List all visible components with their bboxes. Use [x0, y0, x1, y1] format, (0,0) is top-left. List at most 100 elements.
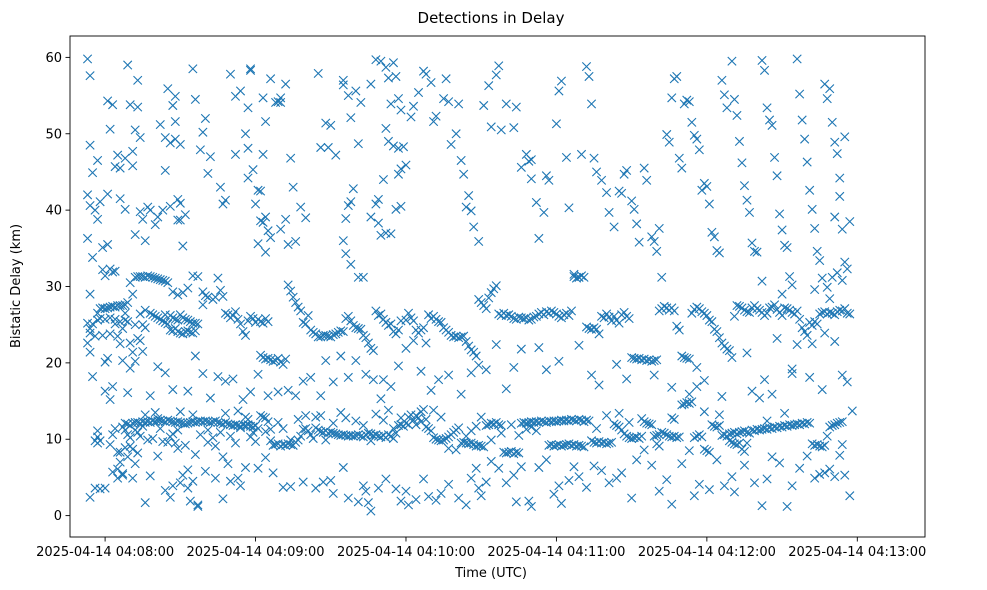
data-point	[521, 424, 531, 434]
data-point	[454, 423, 464, 433]
data-point	[805, 372, 815, 382]
data-point	[190, 326, 200, 336]
data-point	[396, 420, 406, 430]
data-point	[163, 319, 173, 329]
data-point	[286, 435, 296, 445]
data-point	[218, 494, 228, 504]
data-point	[373, 218, 383, 228]
data-point	[175, 139, 185, 150]
data-point	[155, 275, 165, 285]
data-point	[734, 438, 745, 448]
data-point	[759, 375, 770, 385]
data-point	[433, 317, 444, 327]
data-point	[484, 293, 494, 303]
data-point	[298, 376, 308, 386]
data-point	[291, 236, 301, 247]
data-point	[406, 112, 416, 122]
data-point	[133, 448, 143, 458]
data-point	[255, 216, 266, 226]
data-point	[160, 165, 170, 175]
data-point	[413, 87, 424, 98]
data-point	[373, 483, 383, 493]
data-point	[747, 386, 757, 396]
data-point	[288, 292, 298, 302]
data-point	[491, 281, 501, 291]
data-point	[110, 266, 120, 276]
data-point	[168, 313, 178, 323]
data-point	[98, 265, 108, 275]
data-point	[318, 477, 328, 487]
data-point	[343, 493, 353, 503]
data-point	[361, 486, 371, 496]
data-point	[476, 491, 486, 501]
data-point	[388, 433, 399, 444]
y-tick-label: 30	[45, 280, 62, 295]
data-point	[411, 494, 421, 505]
data-point	[699, 444, 709, 454]
data-point	[606, 437, 617, 447]
data-point	[654, 441, 664, 451]
data-point	[637, 414, 647, 424]
data-point	[351, 323, 361, 333]
data-point	[160, 310, 170, 320]
data-point	[306, 372, 316, 382]
data-point	[461, 431, 471, 441]
data-point	[145, 471, 155, 481]
data-point	[383, 405, 394, 415]
data-point	[356, 431, 366, 441]
data-point	[526, 174, 536, 184]
data-point	[609, 222, 619, 232]
data-point	[822, 431, 832, 441]
data-point	[198, 127, 208, 137]
data-point	[348, 431, 358, 441]
data-point	[454, 333, 464, 343]
data-point	[263, 417, 273, 427]
data-point	[692, 362, 702, 373]
data-point	[258, 217, 268, 227]
data-point	[421, 414, 431, 424]
data-point	[827, 117, 837, 127]
data-point	[835, 305, 845, 315]
data-point	[441, 433, 451, 444]
data-point	[220, 408, 231, 418]
data-point	[444, 443, 454, 453]
data-point	[213, 372, 223, 382]
data-point	[724, 346, 735, 356]
data-point	[727, 352, 737, 363]
data-point	[158, 316, 168, 326]
data-point	[243, 143, 253, 153]
data-point	[684, 389, 694, 399]
data-point	[366, 212, 376, 222]
data-point	[388, 58, 399, 68]
data-point	[170, 91, 180, 101]
data-point	[820, 468, 830, 478]
data-point	[361, 369, 371, 379]
data-point	[328, 330, 338, 340]
data-point	[810, 284, 820, 295]
data-point	[501, 478, 511, 488]
data-point	[754, 393, 765, 403]
data-point	[787, 280, 797, 290]
data-point	[336, 326, 346, 336]
data-point	[541, 171, 551, 181]
data-point	[383, 320, 394, 331]
data-point	[278, 482, 288, 492]
data-point	[353, 497, 363, 507]
data-point	[163, 84, 173, 94]
data-point	[160, 276, 170, 286]
data-point	[393, 325, 404, 335]
data-point	[331, 329, 341, 339]
data-point	[128, 161, 138, 171]
data-point	[604, 438, 614, 448]
data-point	[100, 357, 110, 367]
data-point	[223, 419, 233, 429]
data-point	[707, 420, 717, 430]
data-point	[150, 311, 160, 321]
data-point	[220, 417, 231, 428]
data-point	[180, 419, 190, 429]
data-point	[426, 78, 436, 88]
data-point	[742, 195, 752, 205]
data-point	[614, 408, 624, 418]
data-point	[674, 432, 684, 442]
data-point	[313, 68, 323, 79]
